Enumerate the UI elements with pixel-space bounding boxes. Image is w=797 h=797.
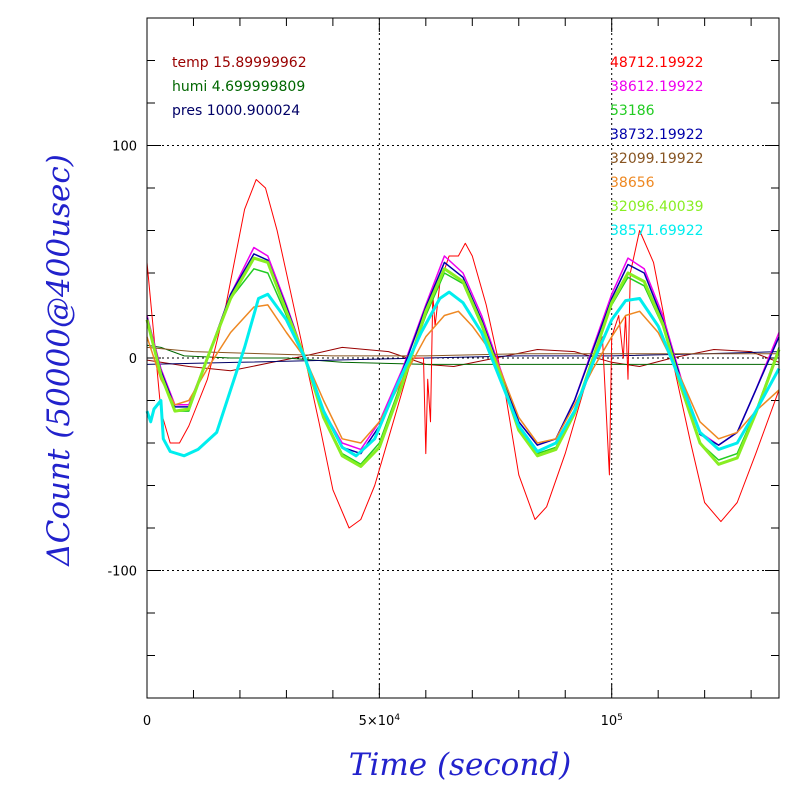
series-line-0 [146,346,780,372]
y-axis-title: ΔCount (50000@400usec) [41,154,77,567]
series-legend-entry: 48712.19922 [610,55,704,71]
series-line-10 [145,290,781,458]
x-tick-labels: 0 5×104 105 [143,713,623,729]
series-legend-entry: 32099.19922 [610,151,704,167]
series-legend-entry: 32096.40039 [610,199,704,215]
x-tick-label: 105 [601,713,623,729]
environment-legend: temp 15.89999962 humi 4.699999809 pres 100… [172,55,307,119]
y-tick-label: -100 [107,565,137,580]
series-legend: 48712.19922 38612.19922 53186 38732.19922 32… [610,55,704,239]
x-axis-title: Time (second) [349,747,571,783]
env-legend-entry: humi 4.699999809 [172,79,305,95]
y-tick-label: 100 [112,140,137,155]
series-legend-entry: 38656 [610,175,655,191]
series-line-1 [146,344,779,365]
series-legend-entry: 38571.69922 [610,223,704,239]
x-tick-label: 5×104 [359,713,401,729]
y-tick-labels: 100 0 -100 [107,140,137,580]
series-line-7 [146,346,779,357]
series-legend-entry: 38732.19922 [610,127,704,143]
series-legend-entry: 53186 [610,103,655,119]
x-tick-label: 0 [143,714,151,729]
series-line-9 [145,256,781,468]
env-legend-entry: pres 1000.900024 [172,103,300,119]
series-legend-entry: 38612.19922 [610,79,704,95]
minor-ticks [147,18,779,698]
series-line-5 [146,268,780,466]
series-line-8 [146,304,780,444]
plot-frame [146,17,780,699]
env-legend-entry: temp 15.89999962 [172,55,307,71]
y-tick-label: 0 [129,352,137,367]
plot-area [145,179,781,529]
series-line-4 [146,246,780,451]
